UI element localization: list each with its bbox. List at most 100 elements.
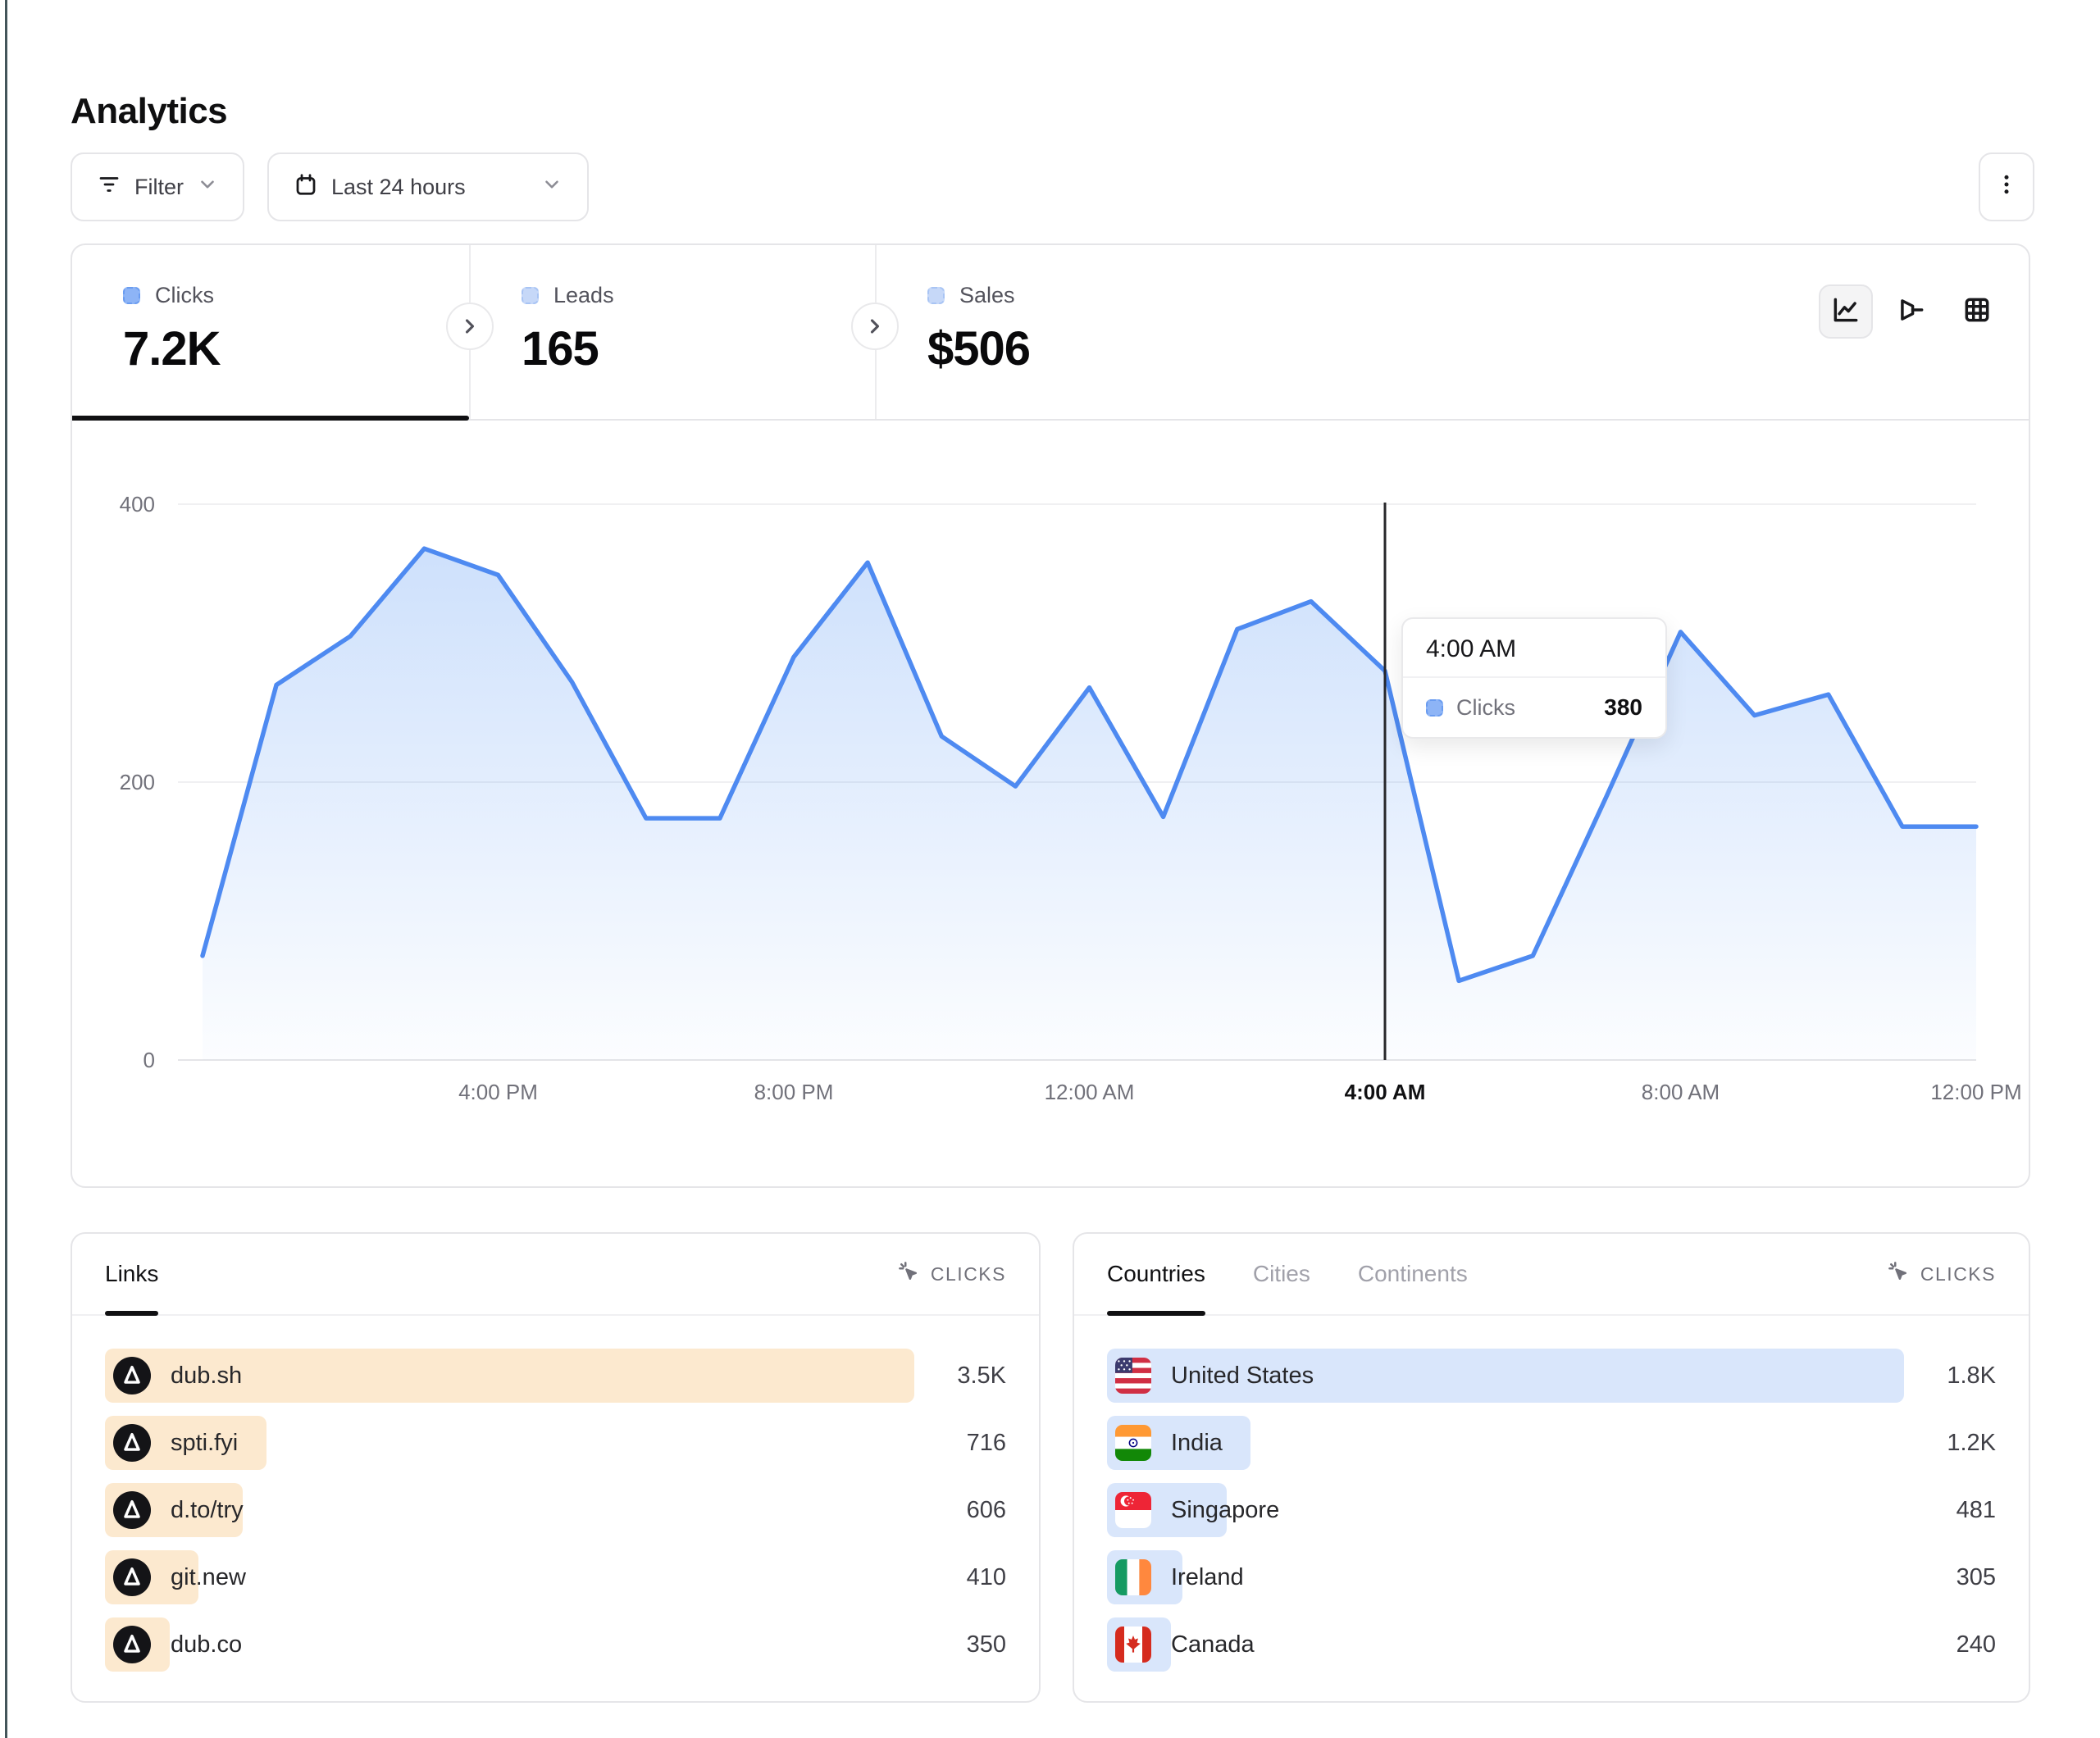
expand-clicks-chevron-button[interactable] <box>446 303 494 350</box>
expand-leads-chevron-button[interactable] <box>851 303 899 350</box>
table-row[interactable]: dub.sh 3.5K <box>105 1349 1006 1403</box>
country-clicks-value: 481 <box>1956 1496 1996 1523</box>
dub-logo-icon <box>113 1558 151 1596</box>
filter-icon <box>97 172 121 202</box>
link-clicks-bar <box>105 1349 914 1403</box>
dub-logo-icon <box>113 1424 151 1462</box>
link-label: dub.sh <box>171 1362 243 1389</box>
table-row[interactable]: India 1.2K <box>1107 1416 1996 1470</box>
cursor-click-icon <box>896 1259 921 1289</box>
tab-continents[interactable]: Continents <box>1358 1234 1468 1314</box>
clicks-legend-square-icon <box>123 287 140 304</box>
chart-view-switcher <box>1819 284 2004 339</box>
country-flag-icon <box>1115 1559 1151 1595</box>
tooltip-series-label: Clicks <box>1456 694 1515 720</box>
filter-button[interactable]: Filter <box>71 152 244 221</box>
tab-clicks[interactable]: Clicks 7.2K <box>72 245 469 421</box>
svg-text:200: 200 <box>120 770 155 794</box>
clicks-area-chart[interactable]: 0 200 400 4:00 PM 8:00 PM 12:00 AM 4:00 AM 8:00… <box>72 419 2029 1186</box>
sales-tab-label: Sales <box>959 283 1015 307</box>
table-row[interactable]: United States 1.8K <box>1107 1349 1996 1403</box>
toolbar: Filter Last 24 hours <box>71 152 2034 221</box>
tooltip-legend-square-icon <box>1426 698 1443 717</box>
country-clicks-bar <box>1107 1349 1904 1403</box>
country-clicks-value: 240 <box>1956 1631 1996 1658</box>
tab-links[interactable]: Links <box>105 1234 159 1316</box>
clicks-tab-value: 7.2K <box>123 322 221 375</box>
links-panel-header: Links CLICKS <box>72 1234 1039 1316</box>
kebab-menu-icon <box>1994 172 2019 202</box>
svg-text:8:00 AM: 8:00 AM <box>1642 1080 1720 1104</box>
link-clicks-value: 716 <box>966 1429 1006 1456</box>
country-label: Singapore <box>1171 1496 1280 1523</box>
table-row[interactable]: d.to/try 606 <box>105 1483 1006 1537</box>
leads-legend-square-icon <box>522 287 539 304</box>
country-label: India <box>1171 1429 1223 1456</box>
country-clicks-value: 1.8K <box>1947 1362 1996 1389</box>
active-tab-underline <box>72 416 469 421</box>
page-edge-divider <box>5 0 7 1738</box>
countries-list: United States 1.8K India 1.2K Singapore … <box>1074 1316 2029 1672</box>
svg-text:0: 0 <box>143 1048 155 1072</box>
svg-text:4:00 AM: 4:00 AM <box>1345 1080 1426 1104</box>
table-row[interactable]: Singapore 481 <box>1107 1483 1996 1537</box>
country-flag-icon <box>1115 1425 1151 1461</box>
table-grid-icon <box>1961 294 1993 330</box>
svg-text:12:00 PM: 12:00 PM <box>1930 1080 2021 1104</box>
cursor-click-icon <box>1886 1259 1911 1289</box>
funnel-chart-view-button[interactable] <box>1884 284 1938 339</box>
countries-metric-selector[interactable]: CLICKS <box>1886 1259 1996 1289</box>
leads-tab-value: 165 <box>522 322 599 375</box>
funnel-chart-icon <box>1896 294 1927 330</box>
tooltip-time: 4:00 AM <box>1403 619 1665 678</box>
link-label: spti.fyi <box>171 1429 239 1456</box>
links-metric-label: CLICKS <box>930 1263 1006 1285</box>
dub-logo-icon <box>113 1491 151 1529</box>
table-view-button[interactable] <box>1950 284 2004 339</box>
cities-tab-label: Cities <box>1252 1261 1310 1286</box>
sales-legend-square-icon <box>927 287 945 304</box>
link-clicks-value: 3.5K <box>957 1362 1006 1389</box>
more-options-button[interactable] <box>1979 152 2034 221</box>
country-label: Ireland <box>1171 1563 1244 1590</box>
page-title: Analytics <box>71 91 228 132</box>
tab-sales[interactable]: Sales $506 <box>875 245 1285 419</box>
tooltip-value: 380 <box>1604 694 1642 720</box>
tab-cities[interactable]: Cities <box>1253 1234 1310 1314</box>
link-clicks-value: 410 <box>966 1563 1006 1590</box>
tab-countries[interactable]: Countries <box>1107 1234 1205 1316</box>
countries-panel-header: Countries Cities Continents CLICKS <box>1074 1234 2029 1316</box>
dub-logo-icon <box>113 1357 151 1394</box>
chevron-down-icon <box>197 174 218 201</box>
tab-leads[interactable]: Leads 165 <box>469 245 875 419</box>
link-clicks-value: 350 <box>966 1631 1006 1658</box>
table-row[interactable]: Canada 240 <box>1107 1617 1996 1672</box>
country-clicks-value: 305 <box>1956 1563 1996 1590</box>
link-clicks-value: 606 <box>966 1496 1006 1523</box>
date-range-button[interactable]: Last 24 hours <box>267 152 589 221</box>
links-metric-selector[interactable]: CLICKS <box>896 1259 1006 1289</box>
chevron-down-icon <box>541 174 563 201</box>
stats-tabs-row: Clicks 7.2K Leads 165 Sales $506 <box>72 245 2029 421</box>
table-row[interactable]: dub.co 350 <box>105 1617 1006 1672</box>
svg-text:8:00 PM: 8:00 PM <box>754 1080 834 1104</box>
table-row[interactable]: Ireland 305 <box>1107 1550 1996 1604</box>
date-range-label: Last 24 hours <box>331 174 466 199</box>
table-row[interactable]: spti.fyi 716 <box>105 1416 1006 1470</box>
leads-tab-label: Leads <box>553 283 614 307</box>
sales-tab-value: $506 <box>927 322 1031 375</box>
line-chart-view-button[interactable] <box>1819 284 1873 339</box>
link-label: git.new <box>171 1563 246 1590</box>
chart-canvas: 0 200 400 4:00 PM 8:00 PM 12:00 AM 4:00 AM 8:00… <box>120 492 2022 1104</box>
filter-button-label: Filter <box>134 174 184 199</box>
svg-text:4:00 PM: 4:00 PM <box>458 1080 538 1104</box>
link-label: d.to/try <box>171 1496 244 1523</box>
svg-text:400: 400 <box>120 492 155 516</box>
country-flag-icon <box>1115 1492 1151 1528</box>
countries-tab-label: Countries <box>1107 1261 1205 1286</box>
table-row[interactable]: git.new 410 <box>105 1550 1006 1604</box>
country-clicks-value: 1.2K <box>1947 1429 1996 1456</box>
links-panel: Links CLICKS <box>71 1232 1041 1703</box>
line-chart-icon <box>1830 294 1861 330</box>
